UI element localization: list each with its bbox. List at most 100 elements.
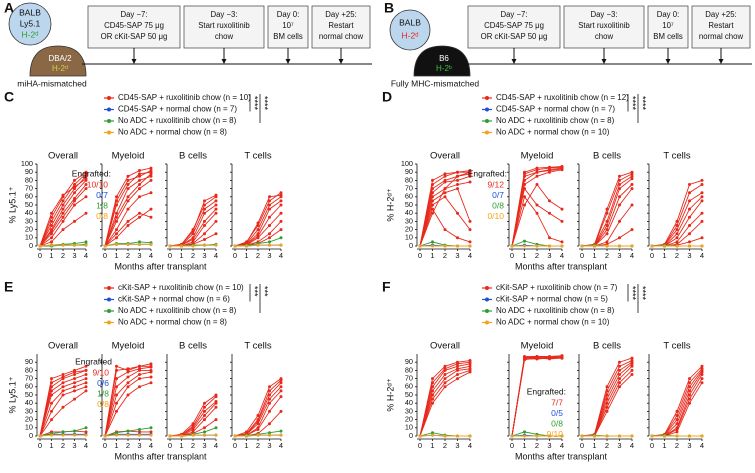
data-point (84, 195, 88, 199)
data-point (431, 211, 434, 215)
y-tick-label: 30 (405, 216, 413, 225)
data-line (651, 370, 703, 437)
data-point (630, 187, 634, 191)
data-point (138, 215, 141, 219)
data-point (431, 240, 434, 244)
y-tick-label: 90 (405, 167, 413, 176)
legend-label: No ADC + normal chow (n = 8) (118, 128, 227, 137)
data-point (431, 397, 434, 401)
engrafted-label: 0/7 (492, 190, 504, 200)
engrafted-label: 10/10 (87, 179, 109, 189)
data-point (456, 236, 459, 240)
data-point (630, 174, 634, 178)
arrow-head (221, 59, 227, 64)
y-tick-label: 50 (405, 200, 413, 209)
data-point (700, 244, 704, 248)
data-point (214, 433, 218, 437)
subplot-title: Myeloid (521, 151, 554, 162)
legend-label: No ADC + normal chow (n = 8) (118, 318, 227, 327)
data-point (468, 174, 472, 178)
data-point (61, 243, 65, 247)
data-point (73, 373, 76, 376)
data-point (456, 244, 459, 248)
data-point (700, 364, 704, 368)
x-tick-label: 2 (443, 251, 447, 260)
data-line (651, 368, 703, 437)
data-point (191, 433, 195, 437)
recipient-label: DBA/2 (48, 54, 72, 63)
engrafted-title: Engrafted: (468, 168, 507, 178)
x-tick-label: 0 (580, 441, 584, 450)
data-point (468, 364, 472, 368)
x-tick-label: 1 (592, 251, 596, 260)
x-tick-label: 1 (522, 441, 526, 450)
data-point (126, 195, 130, 199)
donor-mouse (8, 2, 52, 46)
data-line (419, 173, 471, 247)
legend-label: CD45-SAP + normal chow (n = 7) (496, 105, 615, 114)
subplot-title: B cells (179, 151, 207, 162)
data-point (468, 228, 472, 232)
data-point (203, 232, 206, 236)
data-point (268, 240, 271, 244)
data-point (84, 426, 88, 430)
data-point (688, 377, 691, 381)
x-tick-label: 4 (149, 441, 153, 450)
engrafted-label: 0/8 (96, 211, 108, 221)
data-point (84, 177, 88, 181)
data-point (61, 207, 65, 211)
data-point (73, 196, 76, 200)
recipient-label: H-2ᵈ (52, 64, 68, 73)
data-point (535, 183, 539, 186)
data-point (268, 195, 271, 199)
subplot-title: B cells (179, 341, 207, 352)
data-point (84, 433, 88, 437)
data-point (618, 219, 621, 223)
data-point (443, 191, 447, 195)
data-point (203, 207, 206, 211)
data-point (268, 431, 271, 435)
data-point (618, 236, 621, 240)
data-point (138, 427, 141, 431)
data-point (456, 183, 459, 186)
data-point (431, 244, 434, 248)
data-point (73, 199, 76, 203)
data-point (580, 244, 584, 248)
significance-stars: **** (628, 96, 638, 111)
panel-label: A (4, 0, 14, 16)
data-point (456, 170, 459, 174)
y-tick-label: 60 (25, 192, 33, 201)
panel-label: C (4, 89, 14, 105)
data-point (149, 365, 153, 369)
data-point (279, 243, 283, 247)
step-text: Day +25: (325, 10, 356, 19)
data-point (700, 381, 704, 385)
x-tick-label: 1 (179, 251, 183, 260)
x-tick-label: 1 (114, 251, 118, 260)
x-tick-label: 0 (168, 251, 172, 260)
x-tick-label: 3 (455, 251, 459, 260)
data-point (456, 373, 459, 376)
y-tick-label: 20 (25, 415, 33, 424)
step-text: chow (595, 32, 614, 41)
legend-marker (485, 320, 489, 325)
data-point (245, 244, 248, 248)
data-point (663, 434, 666, 438)
data-point (50, 381, 53, 385)
data-point (61, 203, 65, 207)
data-point (548, 244, 551, 248)
data-point (605, 389, 609, 393)
step-text: Start ruxolitinib (198, 21, 250, 30)
engrafted-label: 0/8 (551, 418, 563, 428)
data-point (418, 244, 422, 248)
data-line (582, 188, 633, 247)
data-point (84, 172, 88, 176)
data-point (73, 191, 76, 195)
y-tick-label: 60 (405, 192, 413, 201)
data-point (279, 433, 283, 437)
legend-marker (485, 130, 489, 135)
data-point (203, 433, 206, 437)
x-tick-label: 3 (617, 251, 621, 260)
x-tick-label: 1 (662, 251, 666, 260)
significance-stars: **** (260, 96, 270, 111)
